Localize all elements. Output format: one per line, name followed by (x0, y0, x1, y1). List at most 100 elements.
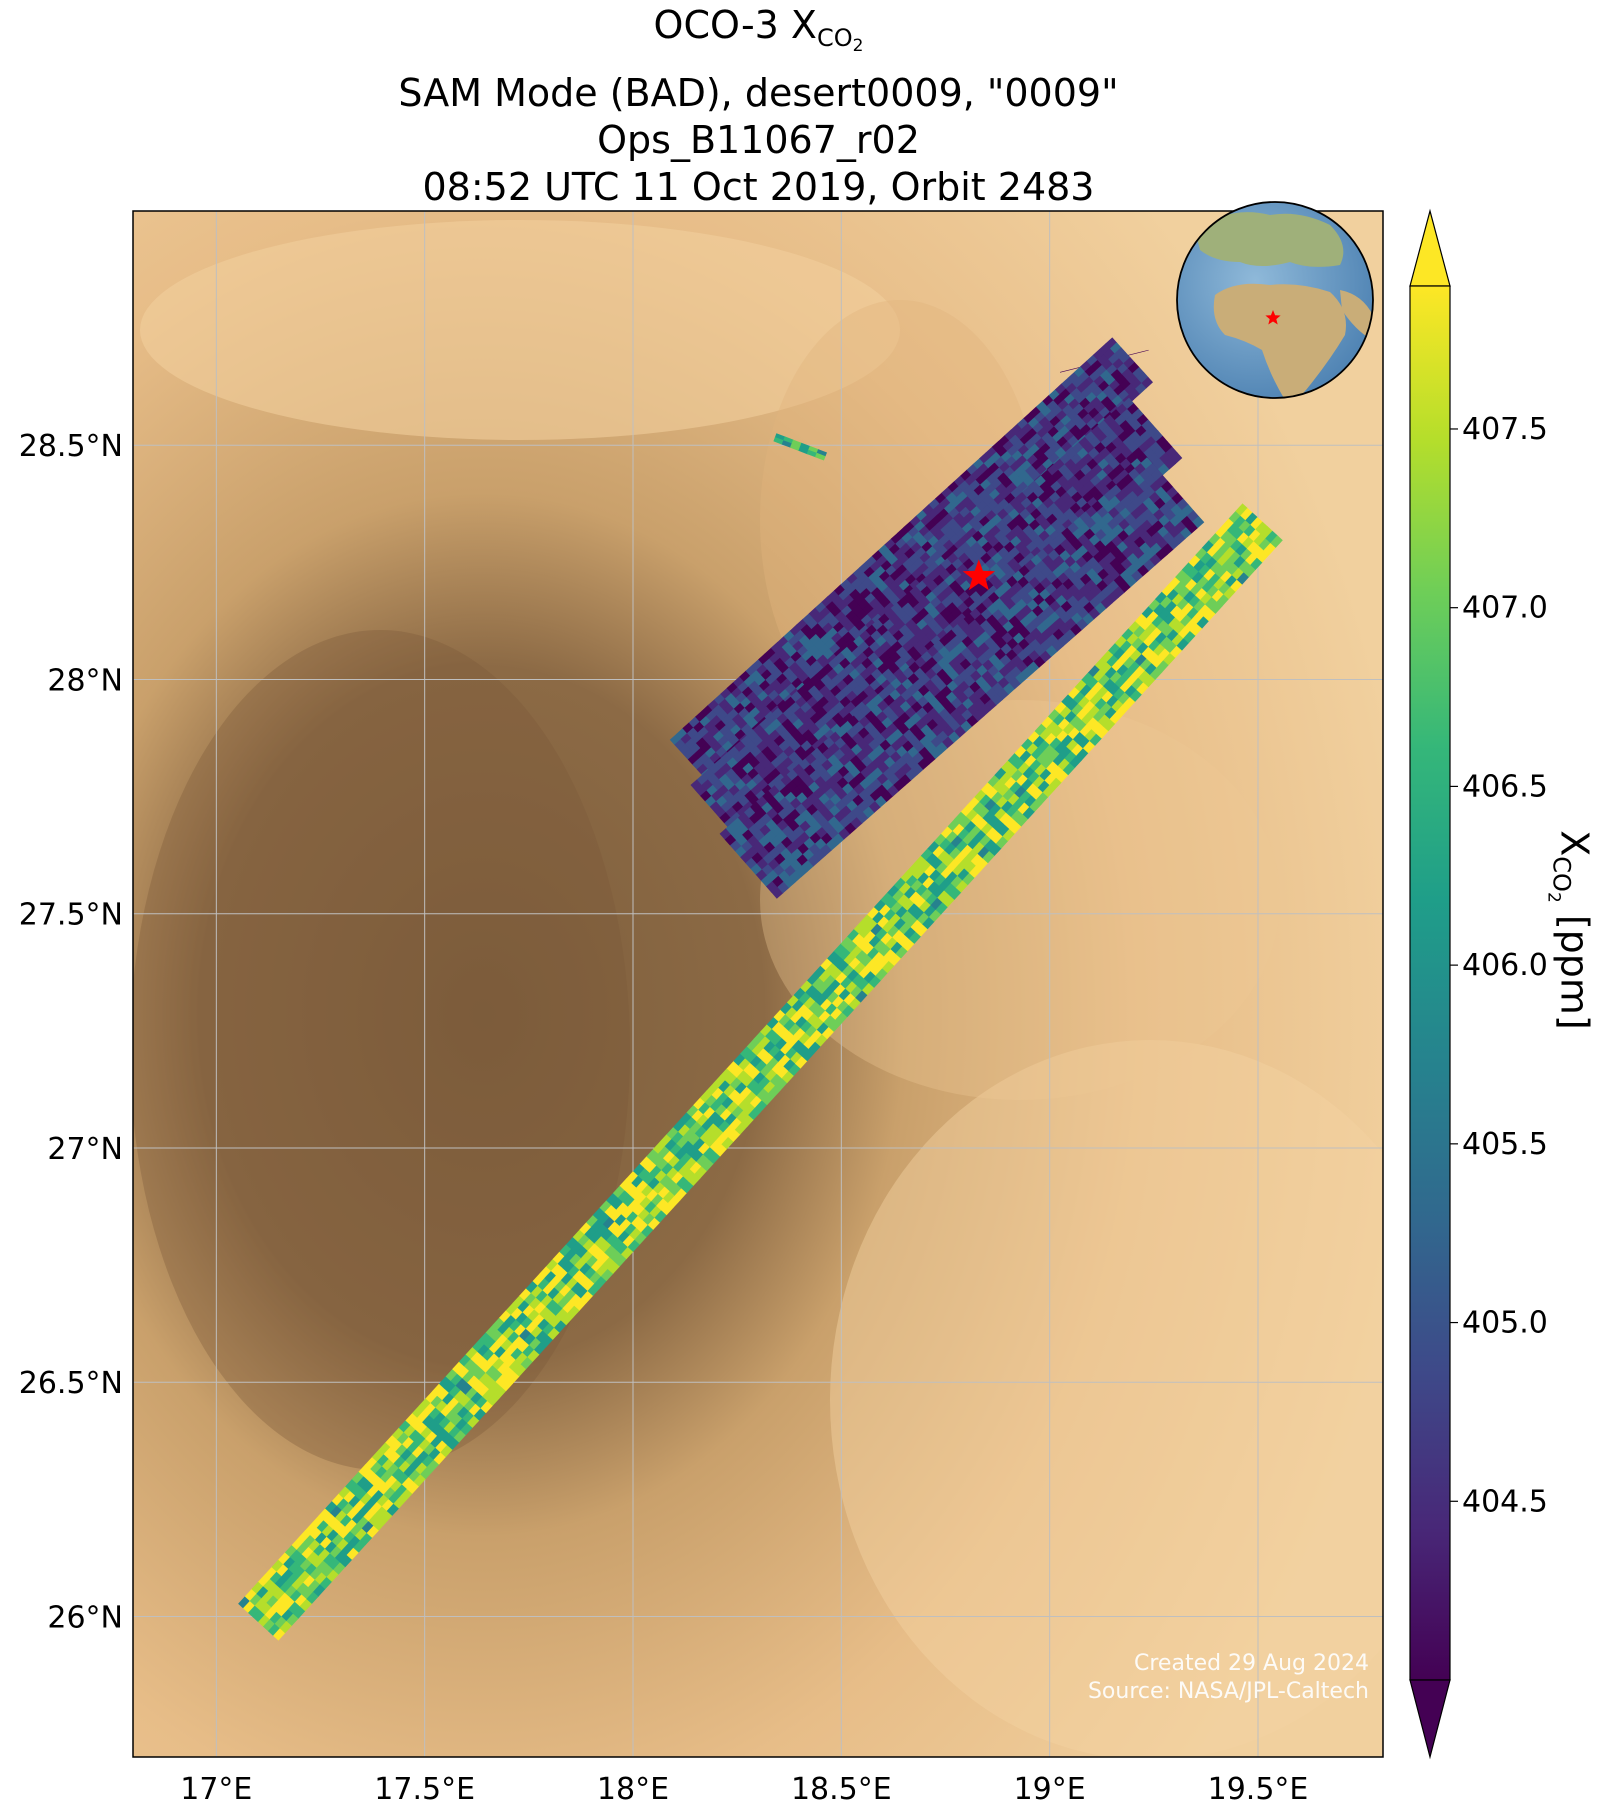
sounding-footprint (1205, 556, 1218, 570)
sounding-footprint (760, 1024, 773, 1037)
sounding-footprint (1181, 562, 1195, 575)
sounding-footprint (1156, 435, 1168, 448)
sounding-footprint (637, 1167, 651, 1181)
sounding-footprint (1169, 645, 1183, 658)
sounding-footprint (599, 1240, 612, 1253)
sounding-footprint (816, 1022, 830, 1035)
sounding-footprint (1029, 799, 1042, 812)
sounding-footprint (405, 1452, 418, 1466)
sounding-footprint (499, 1310, 512, 1323)
sounding-footprint (450, 1373, 464, 1386)
sounding-footprint (600, 1268, 614, 1282)
sounding-footprint (480, 1360, 494, 1374)
sounding-footprint (323, 1512, 336, 1526)
sounding-footprint (847, 968, 860, 982)
sounding-footprint (1245, 552, 1258, 566)
sounding-footprint (458, 1394, 472, 1407)
sounding-footprint (1161, 624, 1175, 637)
sounding-footprint (728, 1089, 741, 1102)
sounding-footprint (753, 1071, 766, 1085)
sounding-footprint (534, 1341, 547, 1355)
sounding-footprint (1161, 480, 1174, 493)
sounding-footprint (940, 826, 954, 839)
sounding-footprint (269, 1611, 283, 1625)
sounding-footprint (1086, 716, 1099, 730)
sounding-footprint (1233, 555, 1246, 569)
sounding-footprint (318, 1548, 331, 1561)
sounding-footprint (649, 1165, 663, 1178)
sounding-footprint (584, 1266, 597, 1280)
sounding-footprint (393, 1455, 407, 1469)
sounding-footprint (1052, 753, 1066, 767)
sounding-footprint (954, 851, 967, 865)
sounding-footprint (659, 1174, 673, 1187)
sounding-footprint (1127, 362, 1140, 374)
sounding-footprint (845, 980, 858, 994)
sounding-footprint (559, 1284, 572, 1297)
sounding-footprint (492, 1317, 505, 1331)
sounding-footprint (691, 1149, 704, 1163)
sounding-footprint (566, 1236, 579, 1250)
sounding-footprint (1093, 669, 1106, 682)
sounding-footprint (766, 1056, 780, 1070)
sounding-footprint (1131, 677, 1144, 691)
sounding-footprint (693, 1097, 706, 1111)
sounding-footprint (810, 1029, 823, 1043)
sounding-footprint (798, 446, 809, 455)
sounding-footprint (1096, 725, 1109, 739)
sounding-footprint (914, 855, 927, 869)
sounding-footprint (823, 974, 837, 988)
sounding-footprint (599, 1200, 612, 1213)
sounding-footprint (827, 950, 840, 964)
sounding-footprint (515, 1311, 529, 1325)
sounding-footprint (373, 1517, 386, 1531)
sounding-footprint (1084, 728, 1098, 742)
sounding-footprint (799, 442, 811, 451)
sounding-footprint (959, 856, 972, 869)
sounding-footprint (694, 1125, 708, 1139)
sounding-footprint (939, 837, 952, 851)
sounding-footprint (734, 1081, 748, 1095)
sounding-footprint (527, 1309, 540, 1322)
sounding-footprint (760, 1064, 773, 1077)
sounding-footprint (1104, 666, 1118, 680)
sounding-footprint (549, 1275, 562, 1288)
sounding-footprint (646, 1148, 659, 1162)
sounding-footprint (604, 1204, 617, 1218)
sounding-footprint (587, 1243, 601, 1256)
sounding-footprint (862, 982, 875, 996)
sounding-footprint (1201, 540, 1215, 553)
sounding-footprint (264, 1606, 278, 1620)
sounding-footprint (940, 866, 954, 879)
sounding-footprint (803, 996, 817, 1010)
sounding-footprint (519, 1328, 532, 1341)
sounding-footprint (559, 1244, 572, 1257)
sounding-footprint (238, 1596, 251, 1609)
sounding-footprint (1156, 659, 1169, 673)
sounding-footprint (524, 1332, 537, 1346)
sounding-footprint (1256, 549, 1270, 563)
sounding-footprint (487, 1353, 500, 1366)
sounding-footprint (1144, 622, 1158, 636)
sounding-footprint (1146, 610, 1160, 624)
sounding-footprint (1205, 596, 1218, 610)
sounding-footprint (942, 894, 955, 908)
sounding-footprint (450, 1413, 463, 1427)
sounding-footprint (1004, 816, 1017, 830)
sounding-footprint (621, 1246, 634, 1260)
sounding-footprint (1073, 691, 1086, 704)
sounding-footprint (738, 1098, 751, 1111)
sounding-footprint (465, 1346, 479, 1360)
sounding-footprint (1180, 573, 1193, 587)
sounding-footprint (681, 1180, 694, 1194)
sounding-footprint (828, 979, 842, 992)
sounding-footprint (1165, 446, 1178, 459)
sounding-footprint (480, 1400, 493, 1414)
sounding-footprint (986, 786, 999, 800)
sounding-footprint (676, 1176, 689, 1189)
sounding-footprint (1082, 740, 1096, 754)
sounding-footprint (627, 1199, 641, 1212)
sounding-footprint (957, 827, 970, 841)
sounding-footprint (296, 1541, 310, 1555)
sounding-footprint (358, 1504, 371, 1517)
